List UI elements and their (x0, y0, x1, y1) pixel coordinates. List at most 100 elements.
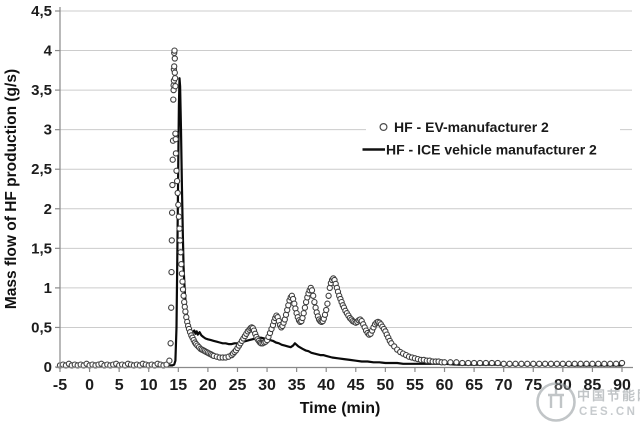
y-tick-label: 0,5 (31, 319, 52, 336)
ev-point (168, 268, 175, 276)
x-tick-label: 50 (376, 377, 394, 394)
ev-point (310, 292, 317, 299)
ev-point (476, 359, 484, 367)
ev-point (172, 150, 180, 157)
ev-point (177, 249, 184, 256)
x-tick-label: 40 (317, 377, 335, 394)
ev-point (173, 167, 180, 174)
x-tick-label: 0 (85, 377, 94, 394)
legend-background (366, 113, 620, 163)
ev-point (324, 300, 331, 307)
ev-point (175, 213, 183, 220)
ev-point (301, 304, 309, 311)
y-tick-label: 2 (44, 201, 52, 218)
ev-point (482, 359, 490, 367)
ev-point (571, 360, 578, 367)
ev-point (180, 292, 187, 299)
ev-point (465, 359, 472, 367)
x-tick-label: 25 (229, 377, 247, 394)
ev-point (518, 360, 525, 367)
ev-point (167, 340, 174, 347)
ev-point (530, 360, 537, 367)
ev-point (173, 177, 181, 185)
ev-point (300, 310, 307, 317)
ev-point (541, 360, 549, 367)
ev-point (536, 360, 543, 367)
ev-point (583, 360, 590, 367)
x-tick-label: 90 (613, 377, 631, 394)
ev-point (172, 130, 179, 137)
x-tick-label: 45 (347, 377, 365, 394)
ev-point (169, 156, 176, 163)
axes (55, 7, 633, 372)
ev-point (441, 359, 448, 366)
ev-point (166, 357, 173, 364)
watermark: 中国节能网 CES.CN (536, 382, 640, 422)
ev-point (171, 55, 178, 62)
ev-point (171, 47, 178, 54)
ev-point (179, 278, 186, 285)
y-tick-label: 2,5 (31, 161, 52, 178)
watermark-cjk-text: 中国节能网 (577, 388, 640, 403)
ev-point (171, 69, 178, 76)
x-tick-label: 30 (258, 377, 276, 394)
ev-point (308, 287, 316, 294)
ev-point (168, 304, 175, 311)
ev-point (175, 201, 182, 208)
ev-point (547, 360, 555, 367)
x-tick-label: 20 (199, 377, 217, 394)
ev-point (325, 292, 332, 299)
ev-point (595, 360, 602, 367)
x-tick-label: 15 (169, 377, 187, 394)
ev-point (171, 75, 179, 82)
ev-point (506, 360, 513, 367)
y-tick-label: 4,5 (31, 3, 52, 20)
ev-point (524, 360, 531, 367)
x-tick-label: 60 (436, 377, 454, 394)
tick-labels: 00,511,522,533,544,5-5 0 5 10 15 20 25 30 35 40 45… (31, 3, 631, 394)
ev-point (176, 237, 184, 244)
ev-point (178, 270, 186, 277)
legend: HF - EV-manufacturer 2 HF - ICE vehicle … (362, 113, 620, 163)
ev-point (459, 359, 466, 367)
ev-point (323, 306, 330, 314)
y-tick-label: 4 (44, 43, 53, 60)
watermark-logo-glyph-icon (548, 389, 564, 408)
x-tick-label: -5 (53, 377, 67, 394)
gridlines (60, 10, 632, 328)
ev-point (178, 261, 185, 268)
ev-series-marker-icon (379, 122, 388, 131)
ev-point (559, 360, 566, 367)
ev-point (577, 360, 584, 367)
x-tick-label: 55 (406, 377, 424, 394)
watermark-logo-icon (536, 382, 576, 422)
x-tick-label: 65 (465, 377, 483, 394)
ev-scatter-series (56, 47, 626, 369)
ev-point (494, 359, 501, 367)
ev-point (453, 359, 460, 366)
y-axis-title: Mass flow of HF production (g/s) (3, 69, 20, 309)
ev-point (488, 359, 496, 367)
x-tick-label: 75 (524, 377, 542, 394)
x-tick-label: 35 (288, 377, 306, 394)
ev-point (512, 360, 519, 367)
ev-point (311, 298, 318, 306)
ev-point (172, 83, 179, 90)
x-tick-label: 5 (115, 377, 124, 394)
ev-point (612, 360, 620, 367)
x-axis-title: Time (min) (300, 400, 381, 417)
x-tick-label: 85 (584, 377, 602, 394)
ev-point (168, 209, 176, 216)
ev-point (176, 225, 183, 232)
y-tick-label: 1 (44, 280, 52, 297)
legend-ice-label: HF - ICE vehicle manufacturer 2 (386, 142, 597, 158)
ev-point (179, 286, 187, 293)
watermark-ces-text: CES.CN (579, 406, 637, 418)
ev-point (170, 96, 177, 103)
ev-point (174, 189, 181, 197)
ev-point (553, 360, 561, 367)
ev-point (172, 136, 179, 143)
ev-point (171, 63, 178, 70)
